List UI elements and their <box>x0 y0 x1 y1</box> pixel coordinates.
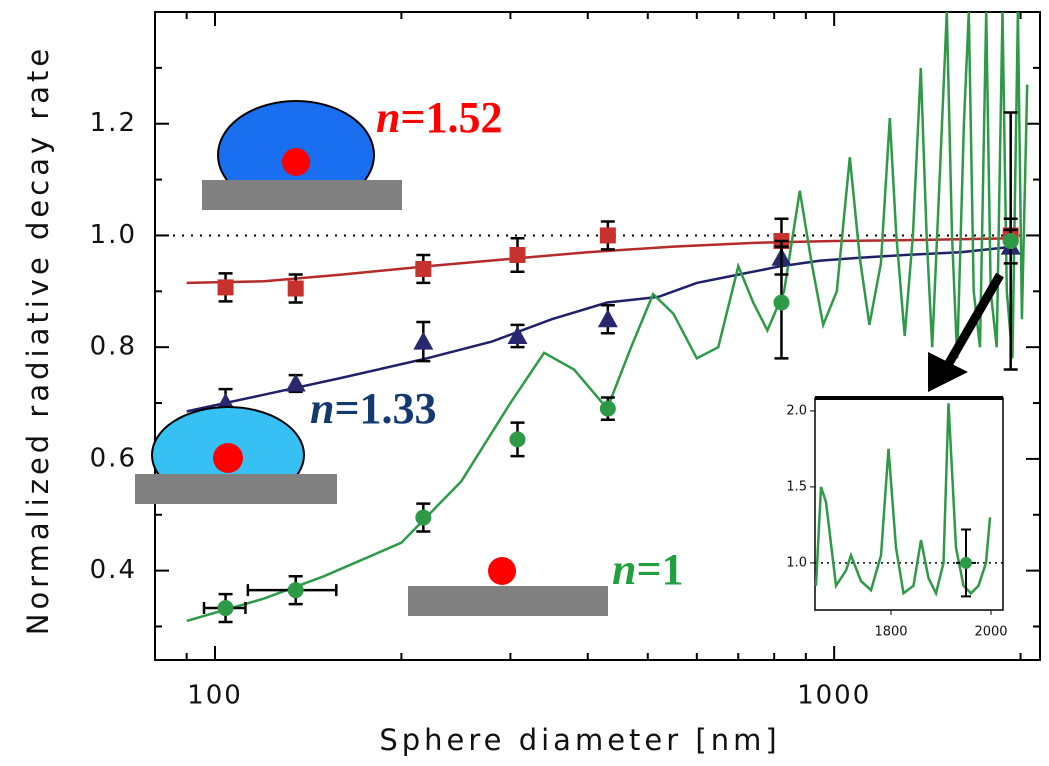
marker <box>287 582 304 599</box>
series-label-part: =1.33 <box>334 384 436 433</box>
series-label-part: n <box>376 93 400 142</box>
inset-y-tick-label: 2.0 <box>786 403 807 418</box>
y-tick-label: 1.2 <box>90 108 137 138</box>
marker <box>773 294 790 311</box>
marker <box>217 600 234 617</box>
y-tick-label: 1.0 <box>90 220 137 250</box>
plot-area <box>155 12 1040 624</box>
plot-frame <box>154 11 1041 661</box>
y-tick-label: 0.8 <box>90 332 137 362</box>
series-label-part: n <box>612 545 636 594</box>
inset-marker <box>960 556 972 569</box>
marker <box>287 280 304 297</box>
y-tick-label: 0.6 <box>90 443 137 473</box>
ticks: 100 1000 0.4 0.6 0.8 1.0 1.2 <box>90 12 1040 711</box>
inset: 1800 2000 1.0 1.5 2.0 <box>786 403 1008 640</box>
marker <box>285 373 306 392</box>
marker <box>415 260 432 277</box>
inset-y-tick-label: 1.0 <box>786 555 807 570</box>
y-tick-label: 0.4 <box>90 555 137 585</box>
arrow <box>928 272 1004 392</box>
series-label: n=1 <box>612 545 684 594</box>
series-label-part: =1 <box>636 545 683 594</box>
y-axis-label: Normalized radiative decay rate <box>21 45 55 636</box>
marker <box>599 400 616 417</box>
marker <box>413 331 434 350</box>
x-tick-label: 1000 <box>797 681 871 711</box>
inset-x-tick-label: 1800 <box>874 625 907 640</box>
inset-y-tick-label: 1.5 <box>786 479 807 494</box>
illustration-1-52 <box>202 100 402 210</box>
series-label: n=1.52 <box>376 93 503 142</box>
illustration-1-33 <box>135 406 337 504</box>
marker <box>599 227 616 244</box>
x-tick-label: 100 <box>187 681 243 711</box>
marker <box>1002 233 1019 250</box>
series-label-part: =1.52 <box>400 93 502 142</box>
illustration-1 <box>408 557 608 616</box>
series-label-part: n <box>310 384 334 433</box>
inset-x-tick-label: 2000 <box>974 625 1007 640</box>
marker <box>509 431 526 448</box>
inset-frame <box>814 397 1004 611</box>
marker <box>217 279 234 296</box>
marker <box>507 326 528 344</box>
marker <box>415 509 432 526</box>
theory-curve <box>186 236 1014 285</box>
marker <box>597 309 618 328</box>
inset-curve <box>814 403 992 597</box>
x-axis-label: Sphere diameter [nm] <box>379 723 780 757</box>
series-label: n=1.33 <box>310 384 437 433</box>
marker <box>509 247 526 263</box>
